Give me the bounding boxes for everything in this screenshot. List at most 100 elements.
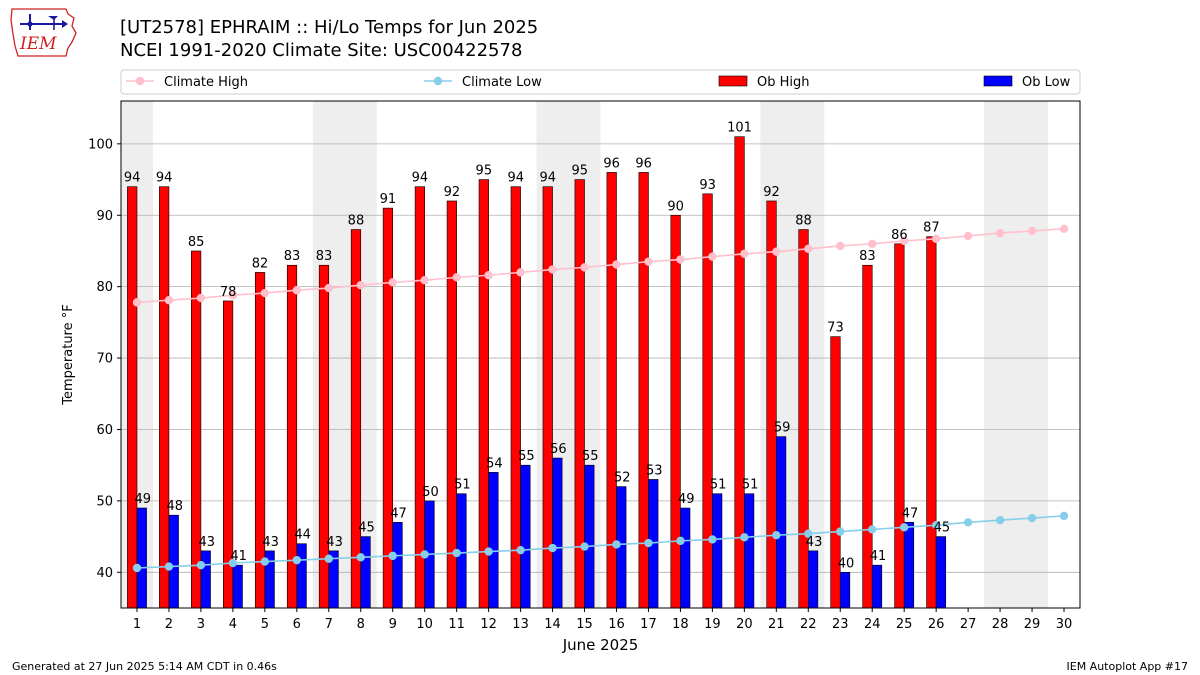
climate-high-point: [740, 249, 749, 259]
ob-low-bar: [584, 464, 595, 609]
ob-high-bar: [798, 229, 809, 609]
ob-high-label: 96: [635, 156, 652, 171]
climate-high-point: [1027, 226, 1037, 236]
ob-low-label: 45: [934, 521, 951, 536]
ob-high-label: 83: [859, 249, 876, 264]
x-tick-label: 27: [960, 617, 977, 632]
ob-low-label: 40: [838, 556, 855, 571]
ob-high-bar: [446, 200, 457, 609]
x-tick-label: 22: [800, 617, 817, 632]
climate-low-point: [452, 548, 461, 558]
x-tick-label: 21: [768, 617, 785, 632]
climate-high-point: [164, 296, 174, 305]
ob-high-label: 94: [124, 171, 141, 186]
climate-high-point: [356, 281, 365, 290]
ob-low-label: 51: [454, 478, 471, 493]
x-tick-label: 25: [896, 617, 913, 632]
plot-frame: [120, 100, 1081, 609]
climate-high-point: [196, 293, 206, 303]
ob-low-label: 49: [678, 492, 695, 507]
climate-low-point: [868, 525, 877, 534]
ob-high-label: 78: [220, 285, 237, 300]
ob-high-bar: [766, 200, 777, 609]
ob-low-label: 52: [614, 471, 631, 486]
ob-high-bar: [382, 207, 394, 609]
x-tick-label: 3: [197, 617, 205, 632]
ob-low-label: 49: [135, 492, 152, 507]
ob-low-label: 41: [870, 549, 887, 564]
climate-low-point: [644, 538, 653, 548]
climate-high-point: [324, 283, 333, 293]
ob-low-label: 44: [294, 528, 311, 543]
y-tick-label: 70: [96, 352, 113, 367]
x-tick-label: 8: [357, 617, 365, 632]
ob-high-bar: [159, 186, 170, 609]
y-axis-label: Temperature °F: [61, 304, 76, 405]
ob-high-label: 92: [444, 185, 461, 200]
x-tick-label: 7: [325, 617, 333, 632]
x-tick-label: 26: [928, 617, 945, 632]
x-tick-label: 10: [416, 617, 433, 632]
climate-low-point: [740, 533, 749, 542]
x-tick-label: 18: [672, 617, 689, 632]
ob-high-label: 88: [795, 214, 812, 229]
ob-low-label: 50: [422, 485, 439, 500]
x-tick-label: 23: [832, 617, 849, 632]
ob-low-label: 51: [742, 478, 759, 493]
climate-low-point: [963, 518, 973, 527]
ob-high-label: 90: [667, 199, 684, 214]
x-tick-label: 29: [1024, 617, 1041, 632]
climate-high-point: [548, 265, 557, 274]
climate-low-point: [196, 560, 206, 570]
climate-low-point: [548, 543, 557, 553]
iowa-state-outline: [10, 8, 77, 57]
ob-high-label: 101: [727, 121, 752, 136]
ob-high-label: 94: [156, 171, 173, 186]
ob-low-bar: [520, 464, 531, 609]
ob-low-bar: [903, 522, 915, 609]
climate-low-point: [1027, 513, 1037, 523]
ob-low-label: 54: [486, 456, 503, 471]
climate-low-point: [516, 545, 525, 555]
climate-low-point: [1059, 511, 1069, 521]
legend-box: [120, 69, 1081, 95]
climate-high-point: [836, 241, 845, 251]
ob-low-label: 41: [230, 549, 247, 564]
x-tick-label: 6: [293, 617, 301, 632]
x-tick-label: 12: [480, 617, 497, 632]
climate-high-point: [452, 273, 461, 282]
ob-high-label: 94: [412, 171, 429, 186]
climate-high-point: [772, 247, 781, 256]
ob-low-label: 43: [262, 535, 279, 550]
x-tick-label: 20: [736, 617, 753, 632]
climate-low-legend-label: Climate Low: [462, 75, 542, 90]
climate-high-point: [995, 228, 1005, 238]
y-tick-label: 90: [96, 209, 113, 224]
x-tick-label: 17: [640, 617, 657, 632]
ob-high-bar: [510, 186, 521, 609]
ob-high-legend-swatch: [718, 75, 748, 87]
climate-high-point: [804, 244, 813, 254]
climate-low-point: [132, 563, 142, 573]
ob-high-label: 87: [923, 221, 940, 236]
ob-low-bar: [360, 536, 371, 609]
climate-low-point: [292, 555, 302, 565]
ob-low-label: 56: [550, 442, 567, 457]
x-tick-label: 30: [1056, 617, 1073, 632]
ob-low-bar: [168, 514, 179, 609]
ob-high-label: 95: [571, 164, 588, 179]
ob-low-bar: [488, 472, 499, 609]
weekend-band: [984, 101, 1049, 608]
y-tick-label: 60: [96, 423, 113, 438]
ob-high-bar: [414, 186, 425, 609]
climate-high-point: [516, 268, 525, 277]
climate-low-point: [484, 547, 493, 556]
ob-high-label: 83: [316, 249, 333, 264]
generated-timestamp: Generated at 27 Jun 2025 5:14 AM CDT in …: [12, 660, 277, 673]
climate-low-point: [676, 536, 685, 546]
climate-high-point: [260, 288, 270, 298]
ob-low-bar: [392, 522, 403, 609]
ob-high-label: 95: [476, 164, 493, 179]
y-tick-label: 100: [88, 137, 113, 152]
climate-high-point: [1059, 224, 1069, 234]
